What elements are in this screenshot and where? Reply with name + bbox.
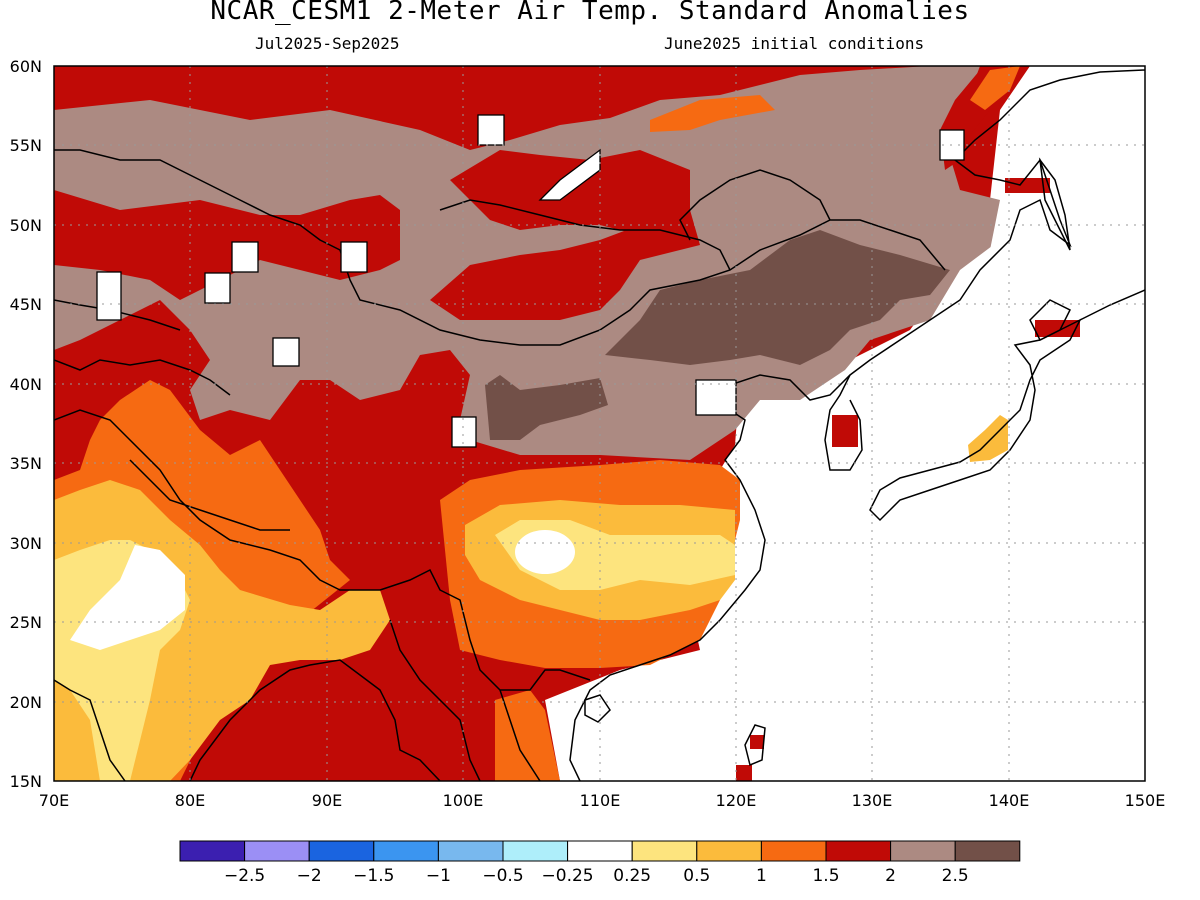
- taiwan-coastline: [744, 724, 766, 767]
- colorbar-label: −1: [426, 866, 451, 886]
- lake-balkhash: [231, 241, 259, 273]
- forecast-period: Jul2025-Sep2025: [255, 34, 400, 53]
- map-frame: [53, 65, 1146, 782]
- anomaly-patch-taiwan: [750, 735, 764, 749]
- lon-label: 130E: [852, 791, 893, 810]
- colorbar-label: −0.5: [482, 866, 523, 886]
- bohai-bay: [695, 379, 737, 416]
- lat-label: 30N: [10, 534, 42, 553]
- lake-aral: [96, 271, 122, 321]
- anomaly-fill-near-zero-west: [70, 545, 185, 650]
- colorbar-swatch: [373, 840, 439, 862]
- colorbar-swatch: [760, 840, 827, 862]
- colorbar-swatch: [179, 840, 246, 862]
- colorbar-label: −1.5: [353, 866, 394, 886]
- lat-label: 40N: [10, 375, 42, 394]
- lon-tick-labels: 70E 80E 90E 100E 110E 120E 130E 140E 150…: [39, 791, 1166, 810]
- lat-label: 25N: [10, 613, 42, 632]
- map-gridlines: [54, 66, 1145, 781]
- anomaly-fill-2-central: [430, 210, 700, 320]
- lake-qinghai: [451, 416, 477, 448]
- anomaly-patch-korea: [832, 415, 858, 447]
- hainan-coastline: [584, 694, 611, 723]
- anomaly-strip-far-north-orange: [970, 66, 1020, 110]
- lat-label: 50N: [10, 216, 42, 235]
- lat-label: 35N: [10, 454, 42, 473]
- colorbar-label: −0.25: [542, 866, 594, 886]
- colorbar-swatch: [244, 840, 310, 862]
- colorbar-swatch: [696, 840, 762, 862]
- colorbar-swatch: [437, 840, 504, 862]
- anomaly-patch-japan: [968, 415, 1008, 462]
- initial-conditions: June2025 initial conditions: [664, 34, 925, 53]
- colorbar-label: 1: [756, 866, 767, 886]
- lat-label: 55N: [10, 136, 42, 155]
- lake-zaysan: [204, 272, 231, 304]
- colorbar-label: −2: [297, 866, 322, 886]
- lon-label: 140E: [989, 791, 1030, 810]
- india-coastline: [54, 679, 126, 781]
- lon-label: 80E: [175, 791, 205, 810]
- india-nepal-border: [129, 459, 290, 531]
- lat-tick-labels: 60N 55N 50N 45N 40N 35N 30N 25N 20N 15N: [10, 57, 42, 791]
- colorbar-swatch: [825, 840, 892, 862]
- anomaly-patch-luzon: [736, 765, 752, 781]
- japan-coastline: [869, 318, 1082, 522]
- lon-label: 100E: [443, 791, 484, 810]
- colorbar-label: 2: [885, 866, 896, 886]
- lat-label: 45N: [10, 295, 42, 314]
- lon-label: 120E: [716, 791, 757, 810]
- east-asia-coastline: [569, 69, 1145, 781]
- anomaly-fill-near-zero-south: [515, 530, 575, 574]
- lake-north: [477, 114, 505, 146]
- anomaly-fill-1p5-north: [650, 95, 775, 132]
- lat-label: 20N: [10, 693, 42, 712]
- sakhalin-coastline: [1038, 157, 1071, 251]
- colorbar-label: 1.5: [812, 866, 839, 886]
- colorbar-swatch: [502, 840, 569, 862]
- colorbar-swatch: [308, 840, 375, 862]
- colorbar-label: 2.5: [942, 866, 969, 886]
- lake-outlines: [96, 114, 965, 448]
- hokkaido-coastline: [1029, 299, 1072, 342]
- bay-of-bengal-coast: [189, 659, 441, 781]
- colorbar-swatch: [631, 840, 698, 862]
- lon-label: 150E: [1125, 791, 1166, 810]
- lon-label: 90E: [312, 791, 342, 810]
- korea-coastline: [824, 374, 863, 471]
- lake-uvs: [340, 241, 368, 273]
- lon-label: 70E: [39, 791, 69, 810]
- coastlines-borders: [54, 69, 1145, 781]
- colorbar-label: 0.25: [613, 866, 651, 886]
- anomaly-fill-1p5-indochina: [495, 690, 560, 781]
- anomaly-fill-above-2p5: [605, 230, 950, 365]
- anomaly-fill-2-band: [54, 190, 400, 300]
- map-plot-area: [54, 66, 1145, 781]
- lat-label: 60N: [10, 57, 42, 76]
- lon-label: 110E: [580, 791, 621, 810]
- kurils-coastline: [1079, 289, 1145, 321]
- colorbar: −2.5 −2 −1.5 −1 −0.5 −0.25 0.25 0.5 1 1.5 2 2.5: [179, 840, 1021, 886]
- lake-baikal: [538, 148, 601, 201]
- indochina-borders: [389, 619, 541, 781]
- china-border-southwest: [54, 409, 591, 691]
- lat-label: 15N: [10, 772, 42, 791]
- colorbar-swatch: [567, 840, 633, 862]
- colorbar-swatch: [954, 840, 1021, 862]
- map-title: NCAR_CESM1 2-Meter Air Temp. Standard An…: [210, 0, 970, 26]
- china-border-north: [54, 149, 946, 346]
- anomaly-patch-hokkaido: [1035, 320, 1080, 337]
- colorbar-label: −2.5: [224, 866, 265, 886]
- ocean-mask-east: [640, 66, 1145, 781]
- colorbar-label: 0.5: [683, 866, 710, 886]
- colorbar-swatch: [890, 840, 956, 862]
- anomaly-fill-above-2p5-b: [485, 375, 608, 440]
- anomaly-patch-ne: [1005, 178, 1050, 193]
- lake-issyk: [272, 337, 300, 367]
